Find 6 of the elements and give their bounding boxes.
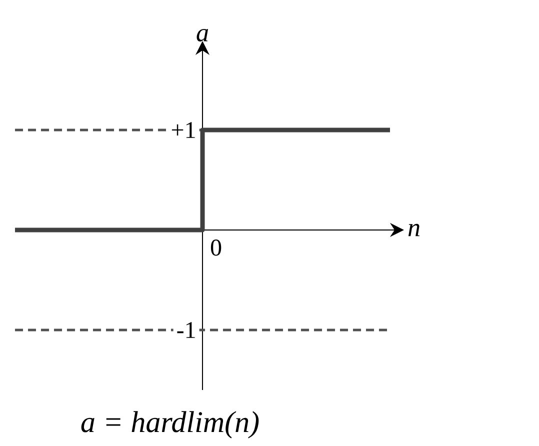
annotation: 0 [210,240,222,256]
y-axis-title: a [196,28,208,42]
y-tick-label: +1 [172,122,195,138]
y-tick-label: -1 [177,322,195,338]
x-axis-title: n [408,224,420,236]
text: a = hardlim(n) [81,411,259,438]
